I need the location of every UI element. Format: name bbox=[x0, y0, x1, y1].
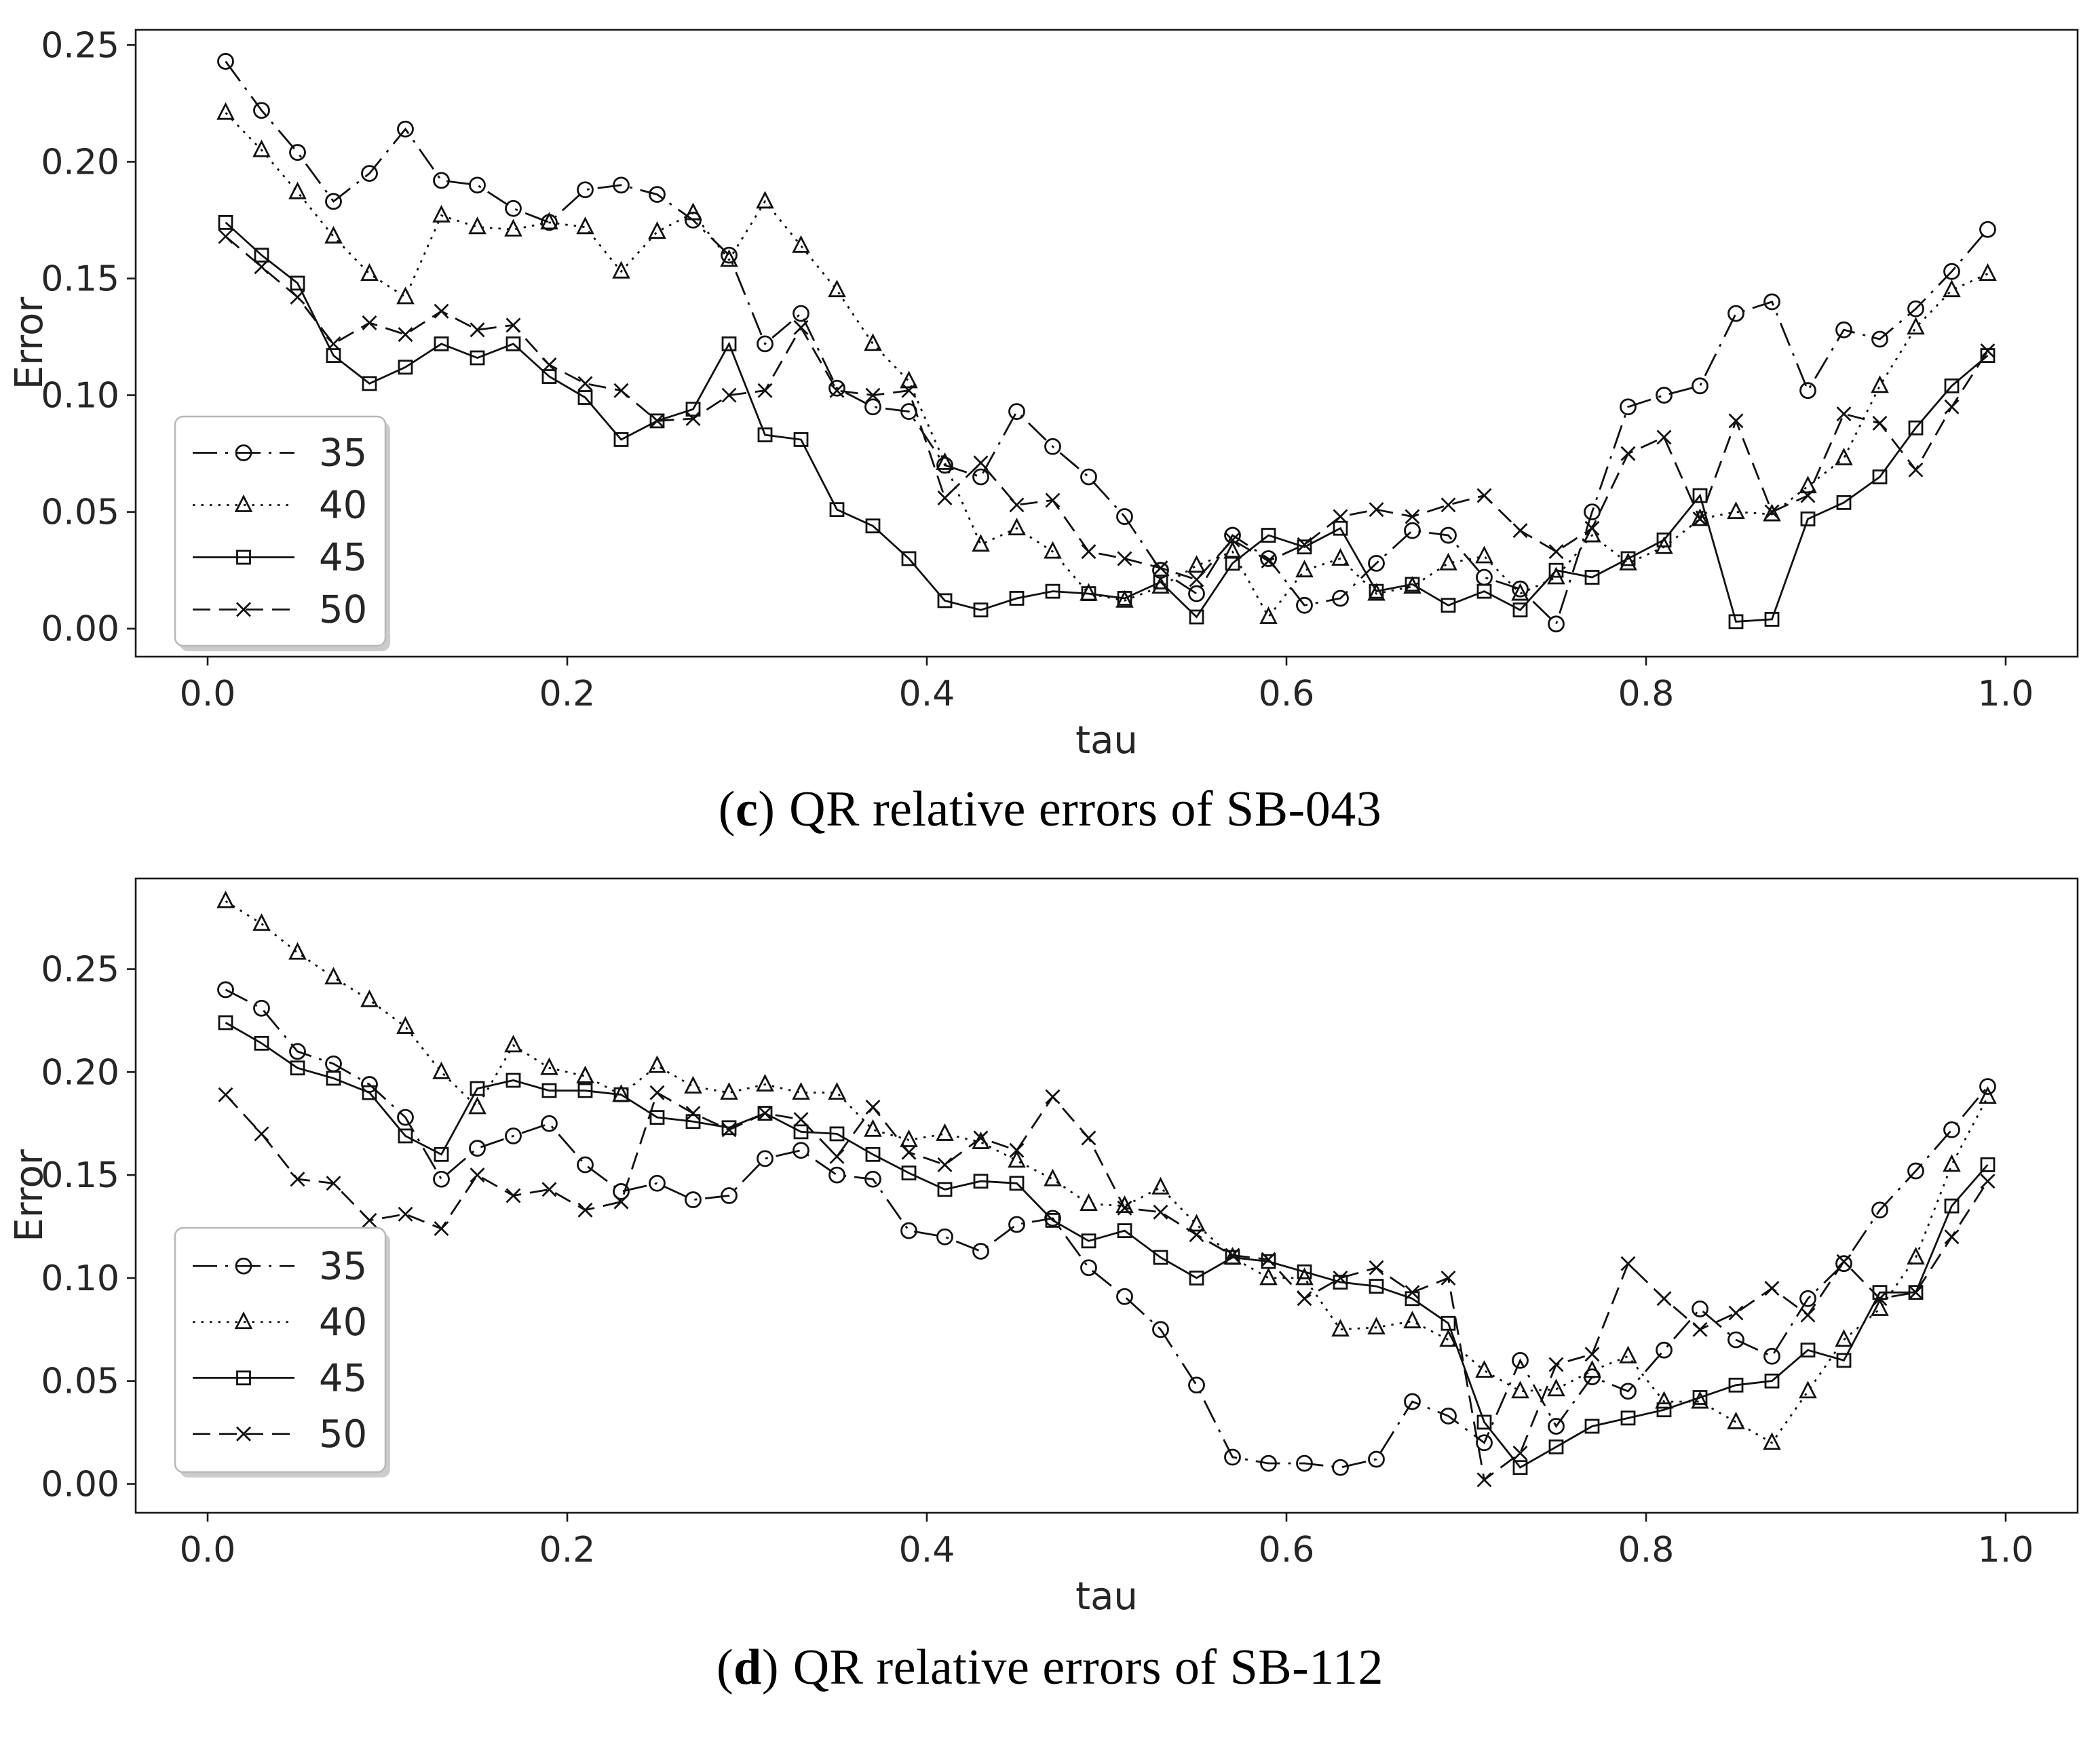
y-axis: 0.00 0.05 0.10 0.15 0.20 0.25 Error bbox=[7, 950, 136, 1505]
x-tick-label: 0.0 bbox=[180, 674, 236, 714]
y-tick-label: 0.25 bbox=[41, 25, 119, 66]
x-tick-label: 0.6 bbox=[1259, 674, 1315, 714]
series-40 bbox=[216, 890, 1997, 1450]
x-tick-label: 0.8 bbox=[1618, 1530, 1675, 1570]
y-axis-label: Error bbox=[7, 296, 52, 389]
series-50 bbox=[218, 1085, 1996, 1488]
x-tick-label: 0.4 bbox=[899, 1530, 955, 1570]
x-tick-label: 0.2 bbox=[539, 674, 596, 714]
legend-entry-40: 40 bbox=[193, 484, 367, 528]
x-axis-label: tau bbox=[1075, 1575, 1138, 1619]
caption-sb-043: (c) QR relative errors of SB-043 bbox=[0, 781, 2100, 838]
axes bbox=[134, 28, 2079, 658]
x-tick-label: 1.0 bbox=[1978, 674, 2034, 714]
y-tick-label: 0.10 bbox=[41, 376, 119, 417]
legend-label: 50 bbox=[319, 588, 367, 632]
caption-text: QR relative errors of SB-112 bbox=[793, 1640, 1383, 1695]
x-axis-label: tau bbox=[1075, 718, 1138, 762]
legend: 35 40 45 50 bbox=[174, 415, 390, 651]
legend: 35 40 45 50 bbox=[174, 1227, 390, 1478]
x-tick-label: 0.4 bbox=[899, 674, 955, 714]
y-tick-label: 0.05 bbox=[41, 1362, 119, 1402]
series-50 bbox=[218, 229, 1996, 587]
legend-entry-45: 45 bbox=[193, 536, 367, 580]
legend-label: 35 bbox=[319, 1244, 367, 1288]
caption-paren-close: ) bbox=[758, 781, 776, 837]
y-tick-label: 0.20 bbox=[41, 142, 119, 182]
legend-entry-40: 40 bbox=[193, 1300, 367, 1345]
legend-entry-50: 50 bbox=[193, 588, 367, 632]
caption-text: QR relative errors of SB-043 bbox=[789, 781, 1382, 837]
legend-label: 50 bbox=[319, 1412, 367, 1456]
legend-label: 35 bbox=[319, 431, 367, 476]
caption-sb-112: (d) QR relative errors of SB-112 bbox=[0, 1639, 2100, 1697]
y-tick-label: 0.00 bbox=[41, 1465, 119, 1505]
caption-letter: c bbox=[735, 781, 759, 837]
legend-entry-35: 35 bbox=[193, 431, 367, 476]
axes bbox=[134, 877, 2079, 1514]
caption-paren-open: ( bbox=[718, 781, 736, 837]
y-tick-label: 0.15 bbox=[41, 259, 119, 300]
y-tick-label: 0.15 bbox=[41, 1155, 119, 1196]
x-axis: 0.0 0.2 0.4 0.6 0.8 1.0 tau bbox=[180, 657, 2034, 762]
chart-sb-043: 0.0 0.2 0.4 0.6 0.8 1.0 tau 0.00 0.05 0.10 0.15 0.2… bbox=[7, 25, 2079, 762]
caption-letter: d bbox=[733, 1640, 762, 1695]
y-tick-label: 0.10 bbox=[41, 1258, 119, 1299]
caption-paren-close: ) bbox=[761, 1640, 779, 1695]
y-tick-label: 0.05 bbox=[41, 493, 119, 533]
x-tick-label: 0.2 bbox=[539, 1530, 596, 1570]
chart-sb-112: 0.0 0.2 0.4 0.6 0.8 1.0 tau 0.00 0.05 0.10 0.15 0.2… bbox=[7, 877, 2079, 1619]
x-tick-label: 1.0 bbox=[1978, 1530, 2034, 1570]
figure-sb-043: 0.0 0.2 0.4 0.6 0.8 1.0 tau 0.00 0.05 0.10 0.15 0.2… bbox=[0, 0, 2100, 838]
figure-sb-112: 0.0 0.2 0.4 0.6 0.8 1.0 tau 0.00 0.05 0.10 0.15 0.2… bbox=[0, 868, 2100, 1697]
y-axis: 0.00 0.05 0.10 0.15 0.20 0.25 Error bbox=[7, 25, 136, 650]
legend-entry-35: 35 bbox=[193, 1244, 367, 1288]
legend-label: 40 bbox=[319, 1300, 367, 1345]
legend-label: 40 bbox=[319, 484, 367, 528]
x-tick-label: 0.6 bbox=[1259, 1530, 1315, 1570]
y-tick-label: 0.20 bbox=[41, 1052, 119, 1093]
series-45 bbox=[218, 215, 1996, 630]
x-axis: 0.0 0.2 0.4 0.6 0.8 1.0 tau bbox=[180, 1513, 2034, 1619]
x-tick-label: 0.8 bbox=[1618, 674, 1675, 714]
y-tick-label: 0.25 bbox=[41, 950, 119, 990]
series-35 bbox=[217, 981, 1996, 1476]
y-tick-label: 0.00 bbox=[41, 609, 119, 650]
series-35 bbox=[217, 53, 1996, 633]
legend-entry-45: 45 bbox=[193, 1356, 367, 1400]
legend-label: 45 bbox=[319, 1356, 367, 1400]
caption-paren-open: ( bbox=[717, 1640, 734, 1695]
legend-label: 45 bbox=[319, 536, 367, 580]
legend-entry-50: 50 bbox=[193, 1412, 367, 1456]
series-45 bbox=[218, 1015, 1996, 1475]
x-tick-label: 0.0 bbox=[180, 1530, 236, 1570]
y-axis-label: Error bbox=[7, 1148, 52, 1241]
